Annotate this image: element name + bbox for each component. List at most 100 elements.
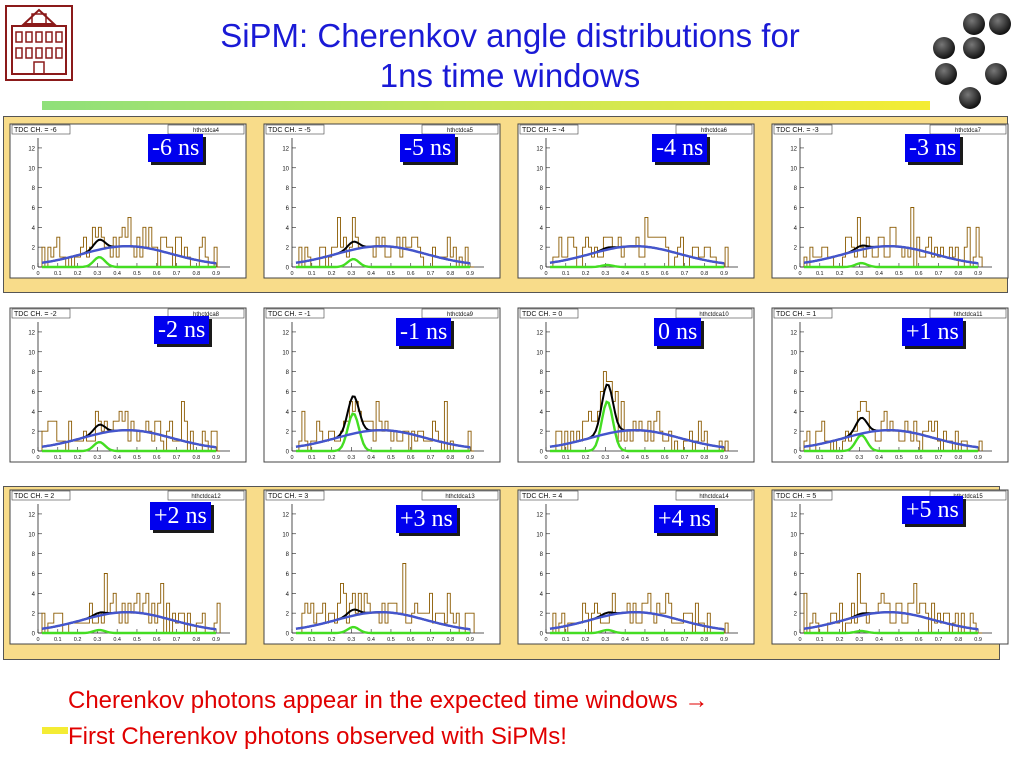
- x-tick-label: 0.4: [621, 271, 629, 277]
- plot-frame: [263, 307, 501, 463]
- y-tick-label: 10: [282, 166, 289, 172]
- x-tick-label: 0: [290, 637, 293, 643]
- plot-frame: [517, 123, 755, 279]
- y-tick-label: 6: [32, 390, 36, 396]
- x-tick-label: 0.1: [308, 637, 316, 643]
- x-tick-label: 0.1: [562, 637, 570, 643]
- bullet-bar: [42, 727, 68, 734]
- y-tick-label: 6: [286, 572, 290, 578]
- x-tick-label: 0.7: [681, 271, 689, 277]
- signal-fit-curve: [296, 625, 471, 635]
- y-tick-label: 10: [28, 532, 35, 538]
- x-tick-label: 0.5: [133, 271, 141, 277]
- histogram-name-box: [929, 124, 1007, 135]
- histogram-steps: [41, 573, 221, 634]
- x-tick-label: 0.3: [602, 271, 610, 277]
- y-tick-label: 2: [794, 612, 798, 618]
- x-tick-label: 0.1: [816, 271, 824, 277]
- x-tick-label: 0: [290, 455, 293, 461]
- y-tick-label: 12: [536, 512, 543, 518]
- x-tick-label: 0.7: [935, 271, 943, 277]
- x-tick-label: 0: [798, 271, 801, 277]
- x-tick-label: 0.4: [113, 455, 121, 461]
- x-tick-label: 0.6: [407, 455, 415, 461]
- header-box: [519, 308, 579, 319]
- y-tick-label: 4: [286, 410, 290, 416]
- x-tick-label: 0.8: [954, 455, 962, 461]
- histogram-name: hthctdca15: [953, 494, 983, 500]
- histogram-name: hthctdca12: [191, 494, 221, 500]
- signal-fit-curve: [296, 257, 471, 269]
- tdc-channel-header: TDC CH. = -1: [268, 311, 311, 318]
- y-tick-label: 4: [286, 592, 290, 598]
- x-tick-label: 0.3: [94, 455, 102, 461]
- x-tick-label: 0.4: [621, 455, 629, 461]
- y-tick-label: 8: [540, 370, 544, 376]
- histogram-name-box: [675, 490, 753, 501]
- title-line-1: SiPM: Cherenkov angle distributions for: [220, 17, 800, 54]
- x-tick-label: 0: [36, 637, 39, 643]
- x-tick-label: 0.7: [173, 455, 181, 461]
- histogram-panel: TDC CH. = -1 hthctdca9 0 2 4 6 8 10 12 0 0.1 0.2 0.3…: [262, 306, 502, 464]
- y-tick-label: 8: [794, 552, 798, 558]
- y-tick-label: 6: [540, 390, 544, 396]
- conclusion-line-2: First Cherenkov photons observed with Si…: [68, 723, 567, 750]
- x-tick-label: 0.2: [582, 637, 590, 643]
- y-tick-label: 4: [32, 410, 36, 416]
- x-tick-label: 0.8: [700, 271, 708, 277]
- background-fit-curve: [41, 245, 217, 265]
- black-dots-logo: [933, 13, 1011, 109]
- x-tick-label: 0.7: [935, 637, 943, 643]
- histogram-svg: TDC CH. = -2 hthctdca8 0 2 4 6 8 10 12 0 0.1 0.2 0.3…: [9, 307, 247, 463]
- background-fit-curve: [549, 245, 725, 265]
- title-rule: [42, 101, 930, 110]
- x-tick-label: 0.2: [74, 455, 82, 461]
- histogram-name-box: [421, 308, 499, 319]
- histogram-name: hthctdca5: [447, 128, 474, 134]
- histogram-svg: TDC CH. = 3 hthctdca13 0 2 4 6 8 10 12 0 0.1 0.2 0.3…: [263, 489, 501, 645]
- y-tick-label: 4: [540, 592, 544, 598]
- x-tick-label: 0: [36, 271, 39, 277]
- x-tick-label: 0.2: [836, 455, 844, 461]
- y-tick-label: 12: [790, 146, 797, 152]
- y-tick-label: 2: [32, 246, 36, 252]
- x-tick-label: 0.2: [328, 455, 336, 461]
- x-tick-label: 0.6: [661, 637, 669, 643]
- signal-fit-curve: [42, 440, 217, 453]
- x-tick-label: 0.6: [915, 455, 923, 461]
- y-tick-label: 0: [286, 632, 290, 638]
- y-tick-label: 8: [794, 186, 798, 192]
- x-tick-label: 0.5: [641, 455, 649, 461]
- tdc-channel-header: TDC CH. = 3: [268, 493, 308, 500]
- tdc-channel-header: TDC CH. = 2: [14, 493, 54, 500]
- histogram-svg: TDC CH. = -3 hthctdca7 0 2 4 6 8 10 12 0 0.1 0.2 0.3…: [771, 123, 1009, 279]
- x-tick-label: 0: [544, 637, 547, 643]
- signal-fit-curve: [804, 629, 979, 635]
- y-tick-label: 2: [286, 612, 290, 618]
- tdc-channel-header: TDC CH. = -2: [14, 311, 57, 318]
- tdc-channel-header: TDC CH. = 4: [522, 493, 562, 500]
- histogram-panel: TDC CH. = -6 hthctdca4 0 2 4 6 8 10 12 0 0.1 0.2 0.3…: [8, 122, 248, 280]
- histogram-name: hthctdca7: [955, 128, 982, 134]
- x-tick-label: 0.8: [954, 637, 962, 643]
- x-tick-label: 0.3: [602, 637, 610, 643]
- header-box: [265, 308, 325, 319]
- y-tick-label: 6: [794, 572, 798, 578]
- histogram-panel: TDC CH. = 3 hthctdca13 0 2 4 6 8 10 12 0 0.1 0.2 0.3…: [262, 488, 502, 646]
- histogram-svg: TDC CH. = 5hthctdca15Gaus02468101200.10.…: [771, 489, 1009, 645]
- y-tick-label: 12: [282, 146, 289, 152]
- x-tick-label: 0.6: [915, 271, 923, 277]
- x-tick-label: 0.8: [446, 637, 454, 643]
- time-window-label: +5 ns: [902, 496, 963, 524]
- histogram-name-box: [675, 308, 753, 319]
- x-tick-label: 0.4: [113, 271, 121, 277]
- histogram-name-box: [929, 308, 1007, 319]
- y-tick-label: 4: [286, 226, 290, 232]
- x-tick-label: 0.7: [427, 637, 435, 643]
- tdc-channel-header: TDC CH. = -3: [776, 127, 819, 134]
- x-tick-label: 0.1: [562, 271, 570, 277]
- y-tick-label: 2: [540, 246, 544, 252]
- y-tick-label: 0: [794, 450, 798, 456]
- x-tick-label: 0.8: [192, 271, 200, 277]
- x-tick-label: 0.4: [367, 271, 375, 277]
